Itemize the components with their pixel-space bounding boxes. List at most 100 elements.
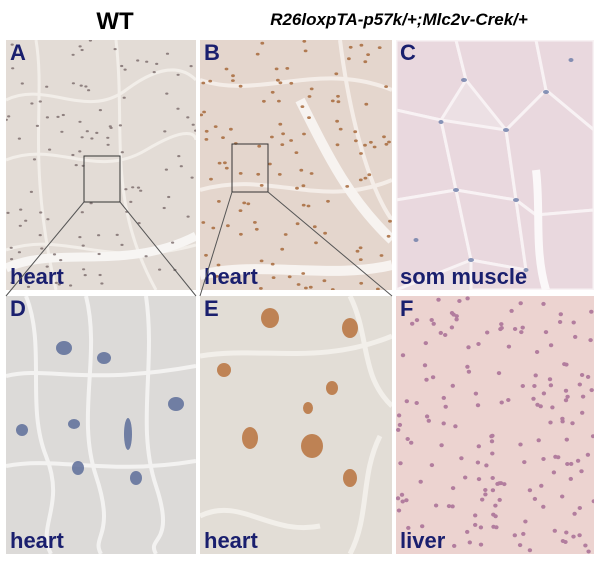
- cell-nucleus: [189, 65, 193, 68]
- cell-nucleus: [60, 130, 64, 133]
- cell-nucleus: [465, 529, 470, 534]
- cell-nucleus: [323, 231, 327, 235]
- cell-nucleus: [439, 443, 444, 448]
- cell-nucleus: [274, 67, 279, 71]
- cell-nucleus: [303, 49, 308, 53]
- cell-nucleus: [177, 155, 181, 158]
- cell-nucleus: [217, 200, 221, 203]
- cell-nucleus: [527, 488, 533, 493]
- cell-nucleus: [363, 143, 367, 147]
- cell-nucleus: [422, 363, 428, 368]
- cell-nucleus: [541, 391, 547, 396]
- cell-nucleus: [97, 252, 101, 256]
- cell-nucleus: [583, 543, 588, 548]
- cell-nucleus: [565, 462, 570, 466]
- cell-nucleus: [307, 95, 312, 98]
- cell-nucleus: [431, 321, 436, 326]
- cell-nucleus: [18, 224, 22, 227]
- cell-nucleus: [238, 84, 243, 88]
- cell-nucleus: [557, 320, 563, 324]
- cell-nucleus: [270, 135, 274, 139]
- cell-nucleus: [24, 219, 28, 222]
- zoom-box-b: [231, 143, 269, 193]
- panel-caption: liver: [400, 528, 446, 553]
- cell-nucleus: [465, 364, 470, 369]
- cell-nucleus: [363, 176, 368, 180]
- cell-nucleus: [476, 342, 481, 346]
- cell-nucleus: [512, 327, 518, 331]
- cell-nucleus: [176, 73, 180, 76]
- cell-nucleus: [46, 218, 50, 221]
- cell-nucleus: [259, 287, 263, 290]
- cell-nucleus: [565, 394, 570, 399]
- cell-nucleus: [314, 241, 318, 245]
- cell-nucleus: [253, 221, 257, 224]
- cell-nucleus: [82, 268, 86, 271]
- cell-nucleus: [84, 85, 88, 88]
- cell-nucleus: [45, 116, 50, 119]
- cell-nucleus: [285, 67, 290, 70]
- cell-nucleus: [11, 67, 15, 70]
- cell-nucleus: [302, 132, 306, 136]
- panel-letter: F: [400, 296, 414, 321]
- cell-nucleus: [499, 322, 504, 327]
- cell-nucleus: [532, 384, 537, 388]
- cell-nucleus: [489, 434, 494, 439]
- cell-nucleus: [20, 82, 24, 85]
- cell-nucleus: [348, 45, 353, 49]
- cell-nucleus: [6, 118, 8, 121]
- cell-nucleus: [277, 99, 281, 103]
- cell-nucleus: [145, 60, 149, 63]
- cell-nucleus: [276, 78, 280, 82]
- cell-nucleus: [19, 208, 23, 211]
- cell-nucleus: [388, 219, 392, 223]
- cell-nucleus: [213, 125, 218, 128]
- cell-nucleus: [414, 401, 419, 405]
- panel-b-heart-mutant: B heart: [200, 40, 392, 290]
- cell-nucleus: [74, 164, 78, 167]
- cell-nucleus: [120, 243, 124, 246]
- cell-nucleus: [71, 153, 75, 157]
- cell-nucleus: [520, 325, 525, 330]
- cell-nucleus: [396, 413, 402, 418]
- cell-nucleus: [217, 161, 222, 165]
- cell-nucleus: [454, 317, 459, 322]
- cell-nucleus: [100, 282, 104, 285]
- cell-nucleus: [459, 456, 464, 461]
- cell-nucleus: [71, 53, 75, 56]
- cell-nucleus: [173, 268, 177, 272]
- cell-nucleus: [548, 420, 553, 425]
- cell-nucleus: [29, 190, 33, 193]
- cell-nucleus: [281, 132, 285, 136]
- cell-nucleus: [83, 274, 87, 277]
- cell-nucleus: [443, 404, 448, 409]
- cell-nucleus: [239, 232, 243, 236]
- cell-nucleus: [336, 94, 340, 98]
- cell-nucleus: [289, 81, 294, 85]
- cell-nucleus: [71, 82, 75, 85]
- cell-nucleus: [201, 81, 206, 85]
- cell-nucleus: [443, 333, 448, 337]
- cell-nucleus: [124, 188, 128, 191]
- cell-nucleus: [163, 130, 167, 133]
- cell-nucleus: [483, 488, 488, 492]
- cell-nucleus: [491, 524, 496, 529]
- cell-nucleus: [204, 253, 208, 257]
- cell-nucleus: [30, 102, 34, 105]
- cell-nucleus: [78, 150, 82, 153]
- panel-caption: heart: [10, 528, 64, 553]
- cell-nucleus: [162, 206, 166, 210]
- cell-nucleus: [571, 320, 576, 325]
- cell-nucleus: [304, 286, 308, 290]
- cell-nucleus: [490, 488, 496, 493]
- cell-nucleus: [79, 84, 83, 87]
- cell-nucleus: [108, 125, 112, 128]
- cell-nucleus: [262, 99, 266, 103]
- cell-nucleus: [39, 211, 43, 214]
- cell-nucleus: [449, 311, 455, 315]
- cell-nucleus: [386, 234, 391, 238]
- cell-nucleus: [438, 330, 443, 335]
- cell-nucleus: [410, 321, 415, 326]
- cell-nucleus: [552, 528, 557, 533]
- cell-nucleus: [489, 439, 495, 444]
